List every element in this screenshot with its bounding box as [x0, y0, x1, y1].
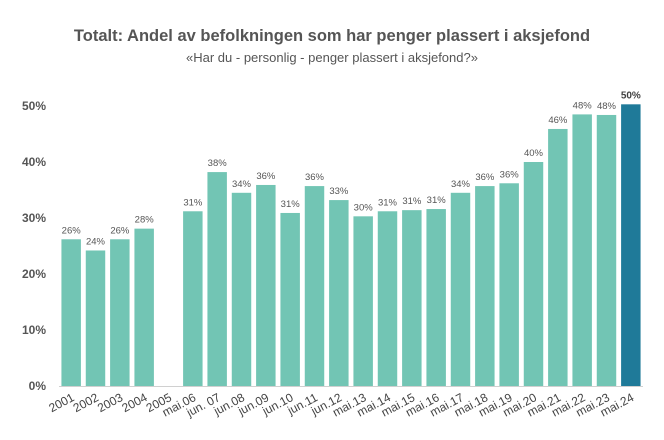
y-tick-label: 40%	[22, 155, 46, 169]
bar	[377, 211, 398, 386]
chart-title: Totalt: Andel av befolkningen som har pe…	[73, 27, 591, 45]
chart-subtitle: «Har du - personlig - penger plassert i …	[186, 50, 478, 65]
data-label: 26%	[110, 225, 130, 236]
data-label: 36%	[500, 169, 520, 180]
bar	[183, 211, 203, 386]
data-label: 31%	[427, 195, 447, 206]
data-label: 30%	[354, 202, 374, 213]
data-label: 33%	[329, 186, 349, 197]
data-label: 38%	[208, 158, 228, 169]
data-label: 28%	[135, 215, 155, 226]
bar	[450, 192, 471, 386]
y-tick-label: 0%	[29, 379, 47, 393]
bar	[280, 212, 300, 386]
bar	[110, 239, 130, 386]
data-label: 48%	[597, 101, 617, 112]
bar	[596, 114, 617, 387]
data-label: 31%	[402, 196, 422, 207]
bar	[256, 184, 276, 386]
data-label: 46%	[548, 115, 568, 126]
bar	[85, 250, 106, 386]
bar	[475, 186, 495, 386]
bar	[134, 228, 154, 386]
bar	[523, 162, 544, 386]
bar	[426, 209, 446, 386]
data-label: 40%	[524, 148, 544, 159]
data-label: 34%	[232, 179, 252, 190]
bar	[353, 216, 373, 386]
bar	[207, 172, 227, 386]
data-label: 48%	[573, 100, 593, 111]
data-label: 50%	[621, 90, 641, 101]
y-tick-label: 50%	[22, 99, 46, 113]
y-tick-label: 10%	[22, 323, 46, 337]
data-label: 36%	[475, 172, 495, 183]
data-label: 31%	[183, 197, 203, 208]
data-label: 36%	[256, 171, 276, 182]
data-label: 31%	[281, 199, 301, 210]
bar	[499, 183, 519, 386]
y-tick-label: 20%	[22, 267, 46, 281]
data-label: 34%	[451, 179, 471, 190]
bar	[61, 239, 81, 386]
bar	[548, 128, 568, 386]
bar	[621, 104, 641, 386]
bar	[402, 210, 422, 386]
bar	[304, 186, 325, 386]
data-label: 24%	[86, 236, 106, 247]
data-label: 31%	[378, 197, 398, 208]
bar	[329, 200, 349, 386]
data-label: 26%	[62, 225, 82, 236]
data-label: 36%	[305, 172, 325, 183]
bar	[231, 192, 252, 386]
bar	[572, 114, 592, 387]
y-tick-label: 30%	[22, 211, 46, 225]
